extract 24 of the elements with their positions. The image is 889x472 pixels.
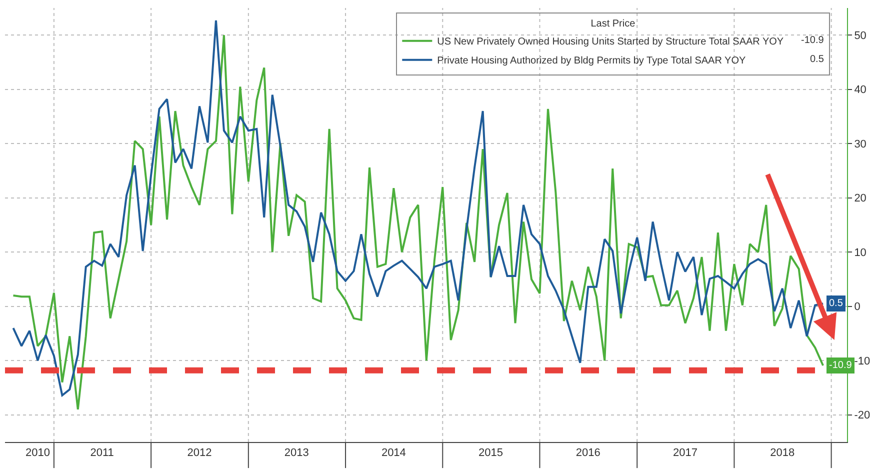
x-tick-label: 2016 (576, 447, 600, 460)
data-label: 0.5 (829, 298, 844, 309)
x-tick-label: 2012 (187, 447, 212, 460)
x-tick-label: 2015 (478, 447, 504, 460)
legend-title: Last Price (590, 18, 636, 30)
legend-label: US New Privately Owned Housing Units Started by Structure Total SAAR YOY (437, 36, 784, 48)
y-tick-label: -10 (854, 355, 870, 368)
y-tick-label: 10 (854, 246, 866, 259)
y-tick-label: 20 (854, 192, 866, 205)
data-label: -10.9 (829, 360, 852, 371)
x-tick-label: 2014 (381, 447, 406, 460)
y-tick-label: 40 (854, 84, 866, 96)
x-tick-label: 2011 (90, 447, 114, 460)
y-tick-label: -20 (854, 410, 870, 422)
x-tick-label: 2018 (770, 447, 795, 460)
y-tick-label: 30 (854, 138, 866, 150)
x-tick-label: 2013 (284, 447, 309, 460)
x-tick-label: 2010 (25, 447, 50, 460)
text: -10.9 (801, 35, 824, 46)
legend-label: Private Housing Authorized by Bldg Permits by Type Total SAAR YOY (437, 56, 786, 67)
text: 0.5 (810, 54, 824, 65)
y-tick-label: 0 (854, 301, 860, 314)
x-tick-label: 2017 (673, 447, 698, 460)
y-tick-label: 50 (854, 30, 866, 42)
